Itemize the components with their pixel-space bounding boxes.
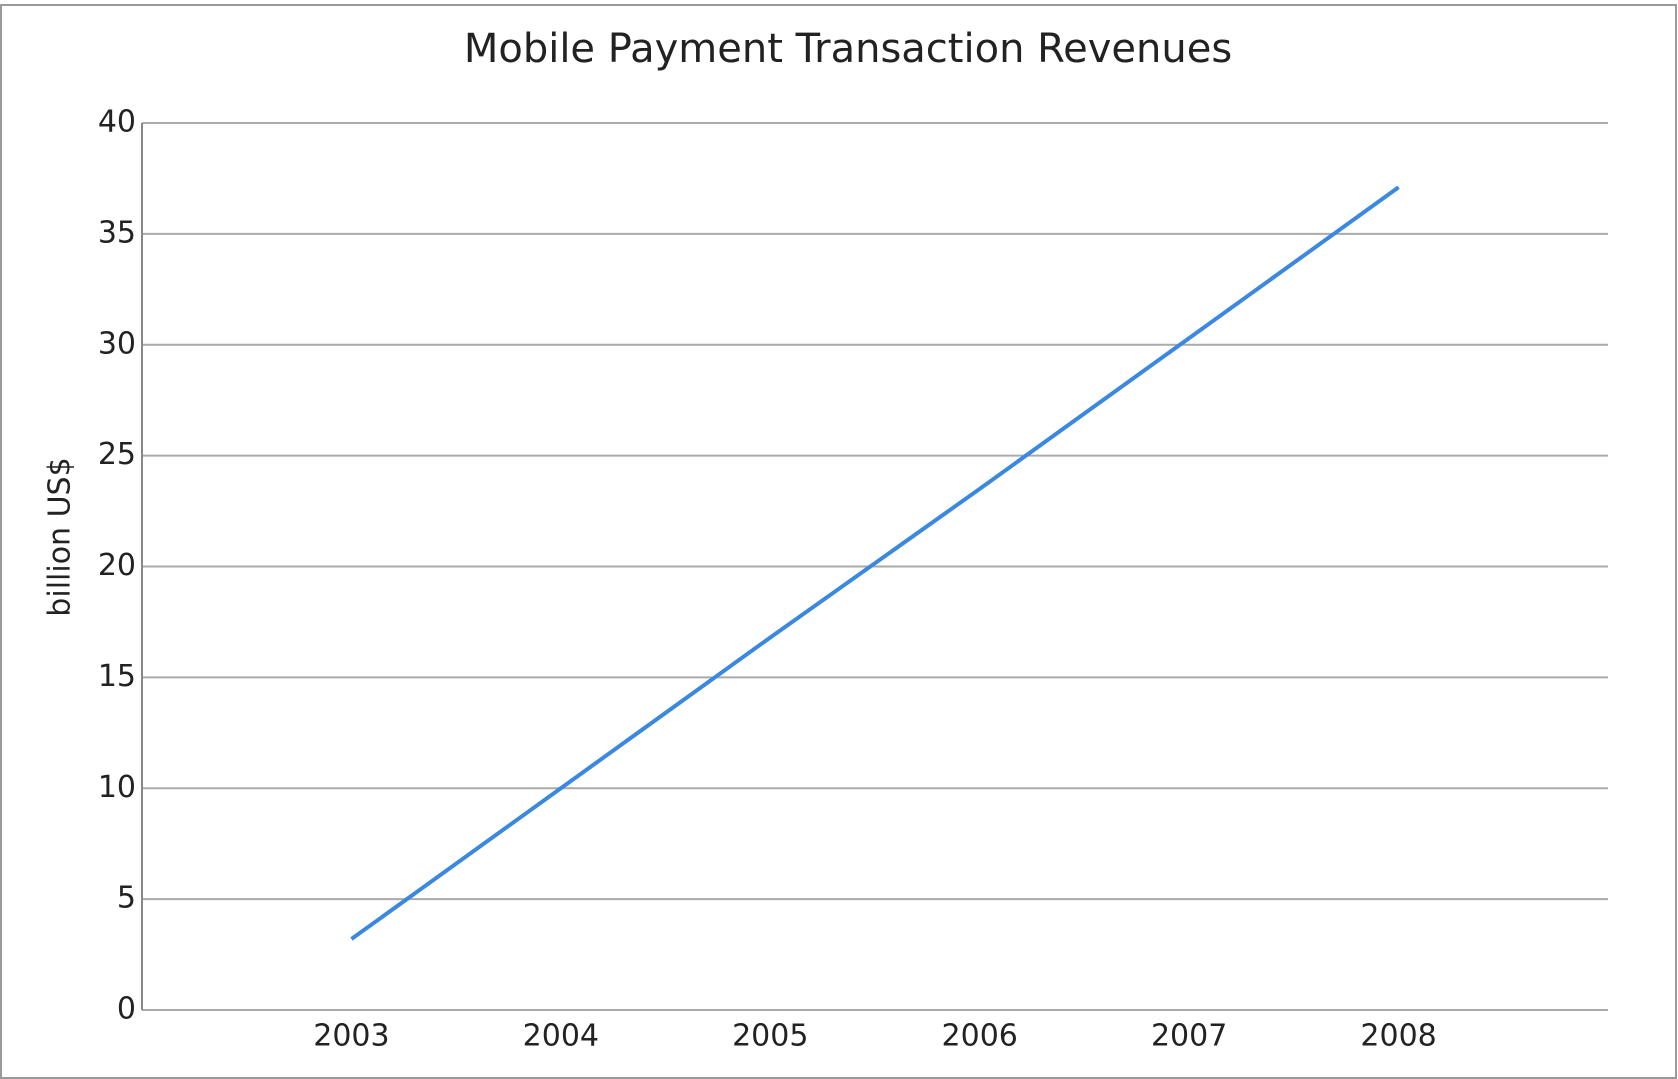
y-tick-label: 0 [117, 992, 136, 1027]
x-tick-label: 2005 [732, 1019, 808, 1054]
y-tick-label: 20 [98, 548, 136, 583]
y-tick-label: 30 [98, 326, 136, 361]
y-axis-label: billion US$ [43, 457, 78, 616]
y-tick-label: 35 [98, 215, 136, 250]
page: {"chart_data": {"type": "line", "title":… [0, 0, 1678, 1079]
y-tick-label: 15 [98, 659, 136, 694]
y-tick-label: 5 [117, 881, 136, 916]
x-tick-label: 2007 [1151, 1019, 1227, 1054]
y-tick-label: 10 [98, 770, 136, 805]
chart: Mobile Payment Transaction Revenues bill… [0, 0, 1678, 1079]
chart-title: Mobile Payment Transaction Revenues [464, 26, 1232, 72]
y-tick-label: 40 [98, 105, 136, 140]
frame [1, 5, 1676, 1078]
x-tick-label: 2008 [1360, 1019, 1436, 1054]
y-tick-label: 25 [98, 437, 136, 472]
x-tick-label: 2004 [523, 1019, 599, 1054]
x-tick-label: 2006 [942, 1019, 1018, 1054]
x-tick-label: 2003 [313, 1019, 389, 1054]
